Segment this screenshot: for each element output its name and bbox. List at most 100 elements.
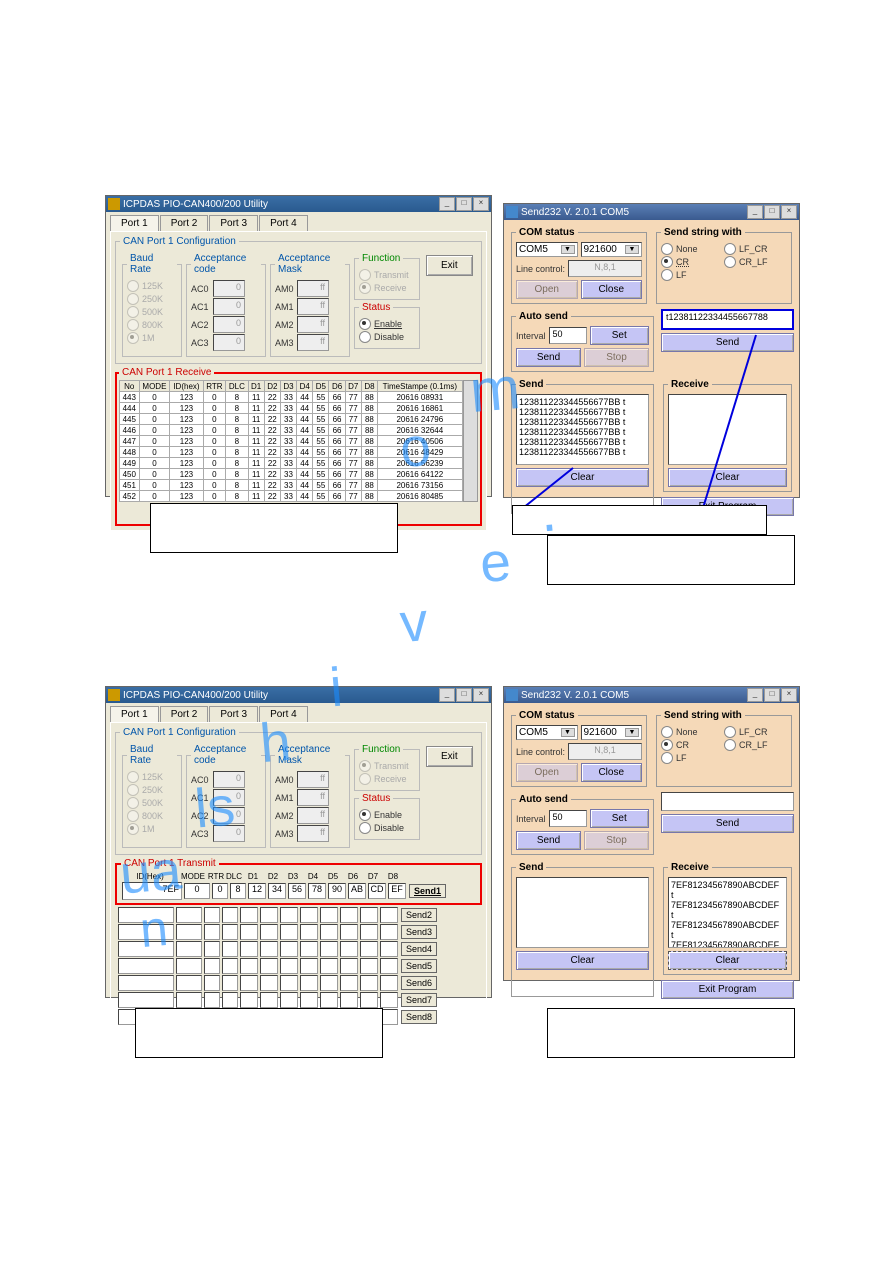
tx-rtr-input[interactable]: 0 [212, 883, 228, 899]
close-icon[interactable]: × [781, 688, 797, 702]
tx-d-input[interactable] [320, 941, 338, 957]
tab-port1[interactable]: Port 1 [110, 215, 159, 231]
tx-dlc-input[interactable] [222, 907, 238, 923]
tx-d-input[interactable] [340, 975, 358, 991]
tx-d2-input[interactable]: 34 [268, 883, 286, 899]
tx-d-input[interactable] [300, 958, 318, 974]
tx-rtr-input[interactable] [204, 924, 220, 940]
recv-clear-button[interactable]: Clear [668, 468, 787, 487]
set-button[interactable]: Set [590, 326, 649, 345]
minimize-icon[interactable]: _ [439, 197, 455, 211]
send-string-input[interactable] [661, 792, 794, 811]
tx-d5-input[interactable]: 90 [328, 883, 346, 899]
tx-d-input[interactable] [280, 924, 298, 940]
tx-dlc-input[interactable] [222, 924, 238, 940]
com-port-select[interactable]: COM5▼ [516, 242, 578, 257]
tab-port3[interactable]: Port 3 [209, 215, 258, 231]
tx-d-input[interactable] [240, 992, 258, 1008]
tx-d-input[interactable] [320, 924, 338, 940]
tx-d1-input[interactable]: 12 [248, 883, 266, 899]
send-clear-button[interactable]: Clear [516, 468, 649, 487]
close-icon[interactable]: × [473, 688, 489, 702]
tx-d-input[interactable] [240, 924, 258, 940]
tx-d-input[interactable] [380, 992, 398, 1008]
enable-radio[interactable] [359, 809, 371, 821]
tx-dlc-input[interactable] [222, 941, 238, 957]
tx-d-input[interactable] [280, 992, 298, 1008]
lf-radio[interactable] [661, 269, 673, 281]
tx-rtr-input[interactable] [204, 907, 220, 923]
tx-d-input[interactable] [380, 924, 398, 940]
exit-button[interactable]: Exit [426, 255, 473, 276]
minimize-icon[interactable]: _ [747, 205, 763, 219]
com-baud-select[interactable]: 921600▼ [581, 725, 643, 740]
disable-radio[interactable] [359, 822, 371, 834]
send4-button[interactable]: Send4 [401, 942, 437, 956]
tx-d-input[interactable] [320, 958, 338, 974]
send5-button[interactable]: Send5 [401, 959, 437, 973]
tx-d-input[interactable] [300, 941, 318, 957]
tab-port4[interactable]: Port 4 [259, 215, 308, 231]
tab-port4[interactable]: Port 4 [259, 706, 308, 722]
auto-send-button[interactable]: Send [516, 831, 581, 850]
tx-d-input[interactable] [240, 958, 258, 974]
tx-d-input[interactable] [360, 975, 378, 991]
cr-radio[interactable] [661, 256, 673, 268]
maximize-icon[interactable]: □ [456, 197, 472, 211]
tx-d-input[interactable] [260, 907, 278, 923]
tx-d8-input[interactable]: EF [388, 883, 406, 899]
tx-d4-input[interactable]: 78 [308, 883, 326, 899]
auto-send-button[interactable]: Send [516, 348, 581, 367]
tx-mode-input[interactable] [176, 958, 202, 974]
tx-mode-input[interactable] [176, 992, 202, 1008]
tx-d-input[interactable] [240, 941, 258, 957]
tx-rtr-input[interactable] [204, 941, 220, 957]
tx-mode-input[interactable] [176, 907, 202, 923]
send-button[interactable]: Send [661, 814, 794, 833]
tx-id-input[interactable] [118, 907, 174, 923]
tx-d-input[interactable] [340, 941, 358, 957]
tx-rtr-input[interactable] [204, 975, 220, 991]
com-port-select[interactable]: COM5▼ [516, 725, 578, 740]
tx-rtr-input[interactable] [204, 992, 220, 1008]
tx-d-input[interactable] [260, 975, 278, 991]
tx-d-input[interactable] [260, 924, 278, 940]
tx-d-input[interactable] [300, 975, 318, 991]
tx-d-input[interactable] [380, 975, 398, 991]
tx-d3-input[interactable]: 56 [288, 883, 306, 899]
tx-d-input[interactable] [360, 958, 378, 974]
exit-button[interactable]: Exit [426, 746, 473, 767]
tx-d-input[interactable] [340, 958, 358, 974]
tx-d-input[interactable] [340, 992, 358, 1008]
tx-d-input[interactable] [340, 924, 358, 940]
tx-d-input[interactable] [320, 975, 338, 991]
tx-d-input[interactable] [260, 992, 278, 1008]
rx-scrollbar[interactable] [463, 380, 478, 502]
tx-id-input[interactable]: 7EF [122, 882, 182, 900]
none-radio[interactable] [661, 243, 673, 255]
send2-button[interactable]: Send2 [401, 908, 437, 922]
tx-id-input[interactable] [118, 992, 174, 1008]
tx-d-input[interactable] [360, 941, 378, 957]
tx-dlc-input[interactable] [222, 992, 238, 1008]
tx-d-input[interactable] [300, 924, 318, 940]
tx-d-input[interactable] [280, 941, 298, 957]
tx-d-input[interactable] [380, 907, 398, 923]
tab-port2[interactable]: Port 2 [160, 215, 209, 231]
send3-button[interactable]: Send3 [401, 925, 437, 939]
tx-d6-input[interactable]: AB [348, 883, 366, 899]
close-icon[interactable]: × [781, 205, 797, 219]
tx-d-input[interactable] [240, 975, 258, 991]
disable-radio[interactable] [359, 331, 371, 343]
send-button[interactable]: Send [661, 333, 794, 352]
tx-id-input[interactable] [118, 975, 174, 991]
tx-d-input[interactable] [260, 958, 278, 974]
tx-d-input[interactable] [360, 924, 378, 940]
minimize-icon[interactable]: _ [439, 688, 455, 702]
tx-mode-input[interactable] [176, 924, 202, 940]
send-clear-button[interactable]: Clear [516, 951, 649, 970]
tx-d-input[interactable] [320, 992, 338, 1008]
tx-dlc-input[interactable]: 8 [230, 883, 246, 899]
interval-input[interactable]: 50 [549, 327, 587, 344]
tab-port1[interactable]: Port 1 [110, 706, 159, 722]
